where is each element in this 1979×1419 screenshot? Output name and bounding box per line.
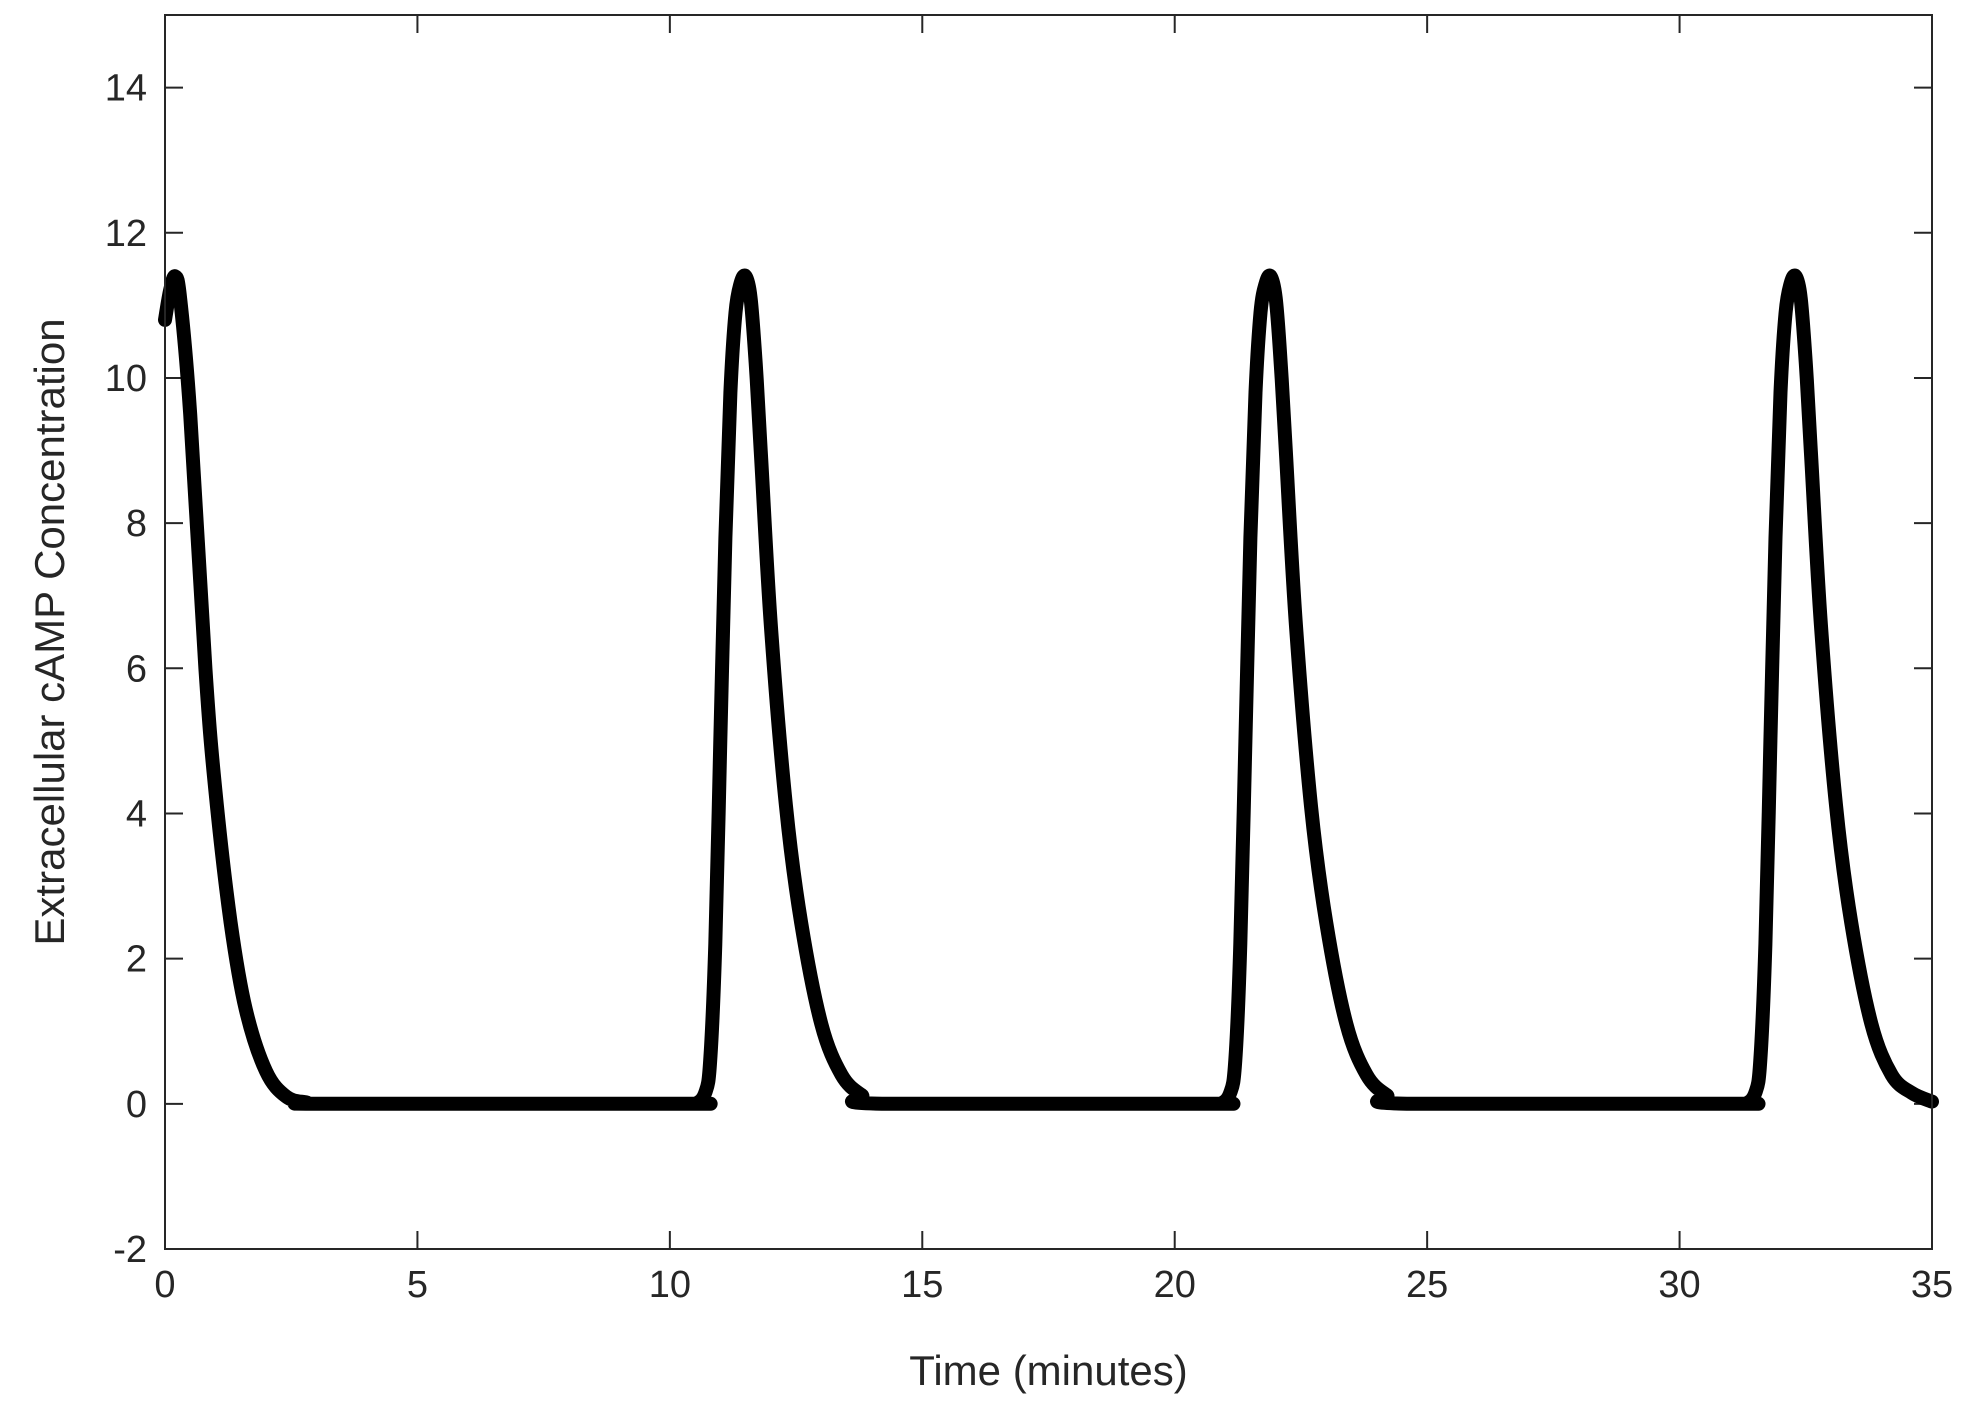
x-tick-label: 25	[1406, 1264, 1448, 1306]
axes-box	[164, 14, 1933, 1250]
x-tick-label: 35	[1911, 1264, 1953, 1306]
y-tick-label: 14	[105, 68, 147, 110]
x-tick-label: 15	[901, 1264, 943, 1306]
y-tick-label: 10	[105, 358, 147, 400]
y-tick-label: 0	[126, 1084, 147, 1126]
y-tick-label: 8	[126, 503, 147, 545]
x-tick-label: 20	[1154, 1264, 1196, 1306]
y-tick-label: 2	[126, 939, 147, 981]
x-tick-label: 10	[649, 1264, 691, 1306]
y-tick-label: 12	[105, 213, 147, 255]
series-group	[158, 268, 1939, 1111]
series-line-0	[158, 268, 1939, 1111]
y-tick-label: 4	[126, 793, 147, 835]
x-tick-label: 0	[154, 1264, 175, 1306]
x-axis-title: Time (minutes)	[909, 1347, 1187, 1394]
y-axis-title: Extracellular cAMP Concentration	[26, 318, 73, 945]
x-tick-label: 5	[407, 1264, 428, 1306]
y-tick-label: 6	[126, 648, 147, 690]
x-tick-label: 30	[1658, 1264, 1700, 1306]
y-tick-label: -2	[113, 1229, 147, 1271]
